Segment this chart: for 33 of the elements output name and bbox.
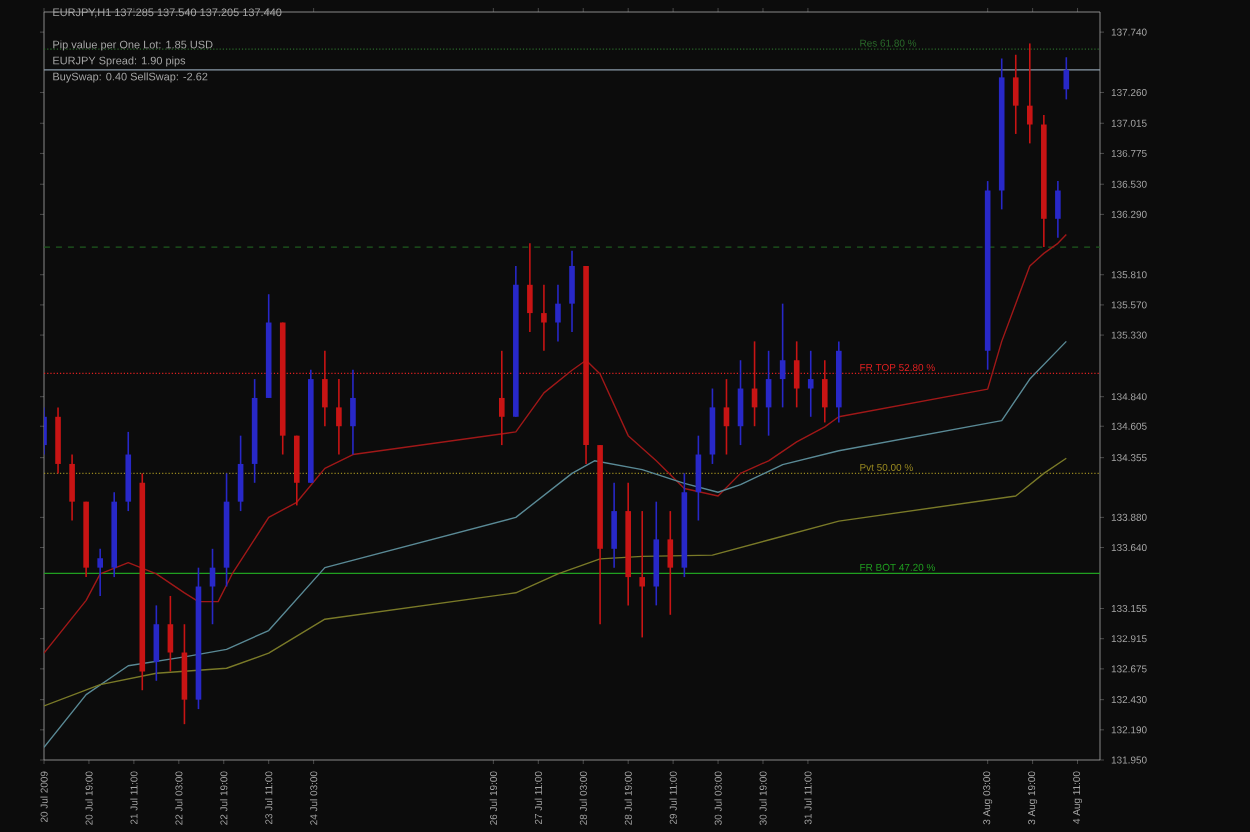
- line-series: [44, 457, 1068, 707]
- candlestick: [125, 431, 132, 512]
- candlestick: [541, 284, 547, 352]
- candlestick: [821, 359, 828, 424]
- candlestick: [1026, 42, 1033, 145]
- candlestick: [237, 434, 244, 512]
- candlestick: [667, 510, 674, 616]
- candlestick: [569, 250, 575, 333]
- candlestick: [1055, 180, 1061, 239]
- candlestick: [153, 604, 160, 682]
- candlestick: [498, 350, 505, 446]
- candlestick: [527, 242, 533, 333]
- candlestick: [336, 378, 342, 456]
- line-series: [44, 233, 1068, 654]
- candlestick: [350, 368, 356, 456]
- candlestick: [639, 510, 646, 639]
- candlestick: [167, 595, 174, 673]
- candlestick: [209, 548, 216, 626]
- candlestick: [807, 350, 814, 418]
- candlestick: [55, 406, 61, 475]
- candlestick: [69, 453, 75, 522]
- candlestick: [653, 500, 660, 607]
- candlestick: [97, 548, 103, 597]
- candlestick: [555, 284, 561, 343]
- candlestick: [293, 434, 300, 507]
- candlestick: [709, 387, 716, 465]
- candlestick: [793, 340, 800, 409]
- candlestick: [779, 302, 786, 409]
- line-series: [44, 340, 1068, 749]
- candlestick: [723, 378, 730, 456]
- candlestick: [1012, 53, 1019, 135]
- candlestick: [611, 482, 617, 569]
- candlestick: [322, 350, 328, 428]
